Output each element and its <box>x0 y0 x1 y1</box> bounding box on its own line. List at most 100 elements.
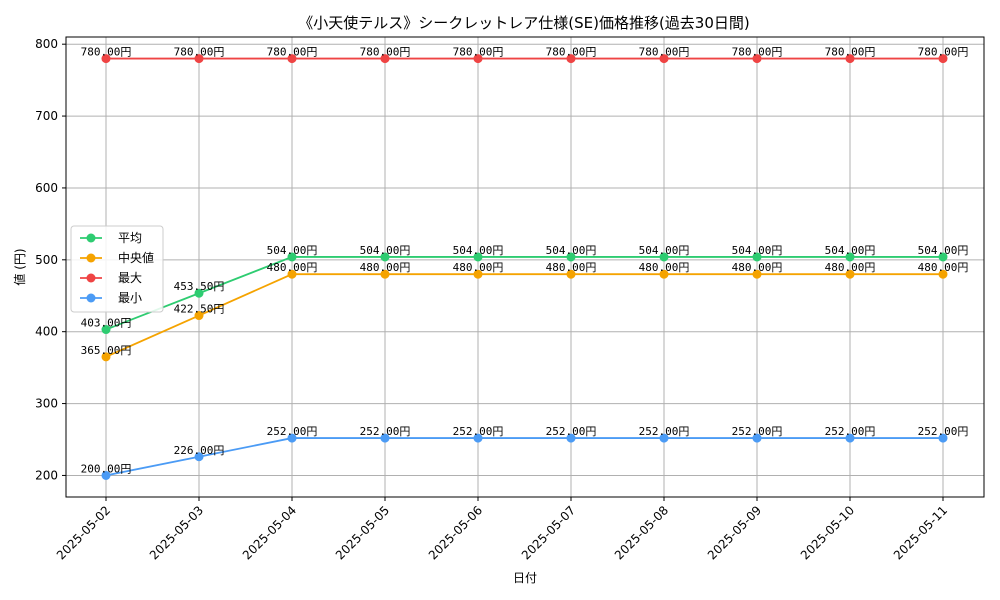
legend-frame <box>70 225 164 313</box>
series-0-point <box>752 252 762 262</box>
y-tick-label: 300 <box>35 397 58 411</box>
series-3-data-label: 252.00円 <box>267 425 318 438</box>
series-0-point <box>380 252 390 262</box>
x-tick-label: 2025-05-06 <box>426 503 485 562</box>
series-0-data-label: 504.00円 <box>918 244 969 257</box>
series-1-point <box>101 352 111 362</box>
series-2-data-label: 780.00円 <box>267 46 318 59</box>
series-1-data-label: 480.00円 <box>639 261 690 274</box>
series-3-data-label: 226.00円 <box>174 444 225 457</box>
x-tick-label: 2025-05-04 <box>240 503 299 562</box>
x-tick-label: 2025-05-09 <box>705 503 764 562</box>
series-0-line <box>105 256 943 331</box>
y-tick-label: 400 <box>35 325 58 339</box>
series-2-data-label: 780.00円 <box>360 46 411 59</box>
series-1-point <box>845 269 855 279</box>
series-2-data-label: 780.00円 <box>453 46 504 59</box>
series-0-point <box>845 252 855 262</box>
series-layer <box>101 54 948 480</box>
series-1-point <box>752 269 762 279</box>
series-0-data-label: 504.00円 <box>453 244 504 257</box>
series-2-point <box>473 54 483 64</box>
series-3-line <box>105 437 943 477</box>
series-1-data-label: 422.50円 <box>174 303 225 316</box>
series-1-data-label: 480.00円 <box>360 261 411 274</box>
series-0-data-label: 504.00円 <box>639 244 690 257</box>
series-1-point <box>659 269 669 279</box>
series-0-data-label: 504.00円 <box>360 244 411 257</box>
series-3-data-label: 252.00円 <box>453 425 504 438</box>
series-2-data-label: 780.00円 <box>918 46 969 59</box>
y-axis-label: 値 (円) <box>12 248 27 285</box>
series-3-point <box>752 433 762 443</box>
legend-swatch-marker <box>86 293 96 303</box>
series-3-data-label: 252.00円 <box>825 425 876 438</box>
series-1-point <box>287 269 297 279</box>
series-0-data-label: 403.00円 <box>81 317 132 330</box>
series-2-data-label: 780.00円 <box>732 46 783 59</box>
series-2-point <box>845 54 855 64</box>
legend-label: 平均 <box>118 231 142 245</box>
series-0-data-label: 504.00円 <box>825 244 876 257</box>
series-0-point <box>938 252 948 262</box>
series-1-data-label: 480.00円 <box>546 261 597 274</box>
legend-label: 最小 <box>118 291 142 305</box>
series-2-point <box>566 54 576 64</box>
series-0-data-label: 504.00円 <box>732 244 783 257</box>
series-1-point <box>566 269 576 279</box>
series-3-data-label: 252.00円 <box>360 425 411 438</box>
data-label-layer: 403.00円 453.50円 504.00円 504.00円 504.00円 504.0… <box>81 46 969 476</box>
y-tick-label: 200 <box>35 468 58 482</box>
series-3-point <box>287 433 297 443</box>
series-0-data-label: 504.00円 <box>546 244 597 257</box>
x-tick-label: 2025-05-08 <box>612 503 671 562</box>
series-1-data-label: 480.00円 <box>732 261 783 274</box>
series-0-point <box>101 325 111 335</box>
series-2-point <box>101 54 111 64</box>
series-3-data-label: 252.00円 <box>918 425 969 438</box>
x-tick-label: 2025-05-11 <box>891 503 950 562</box>
series-2-point <box>938 54 948 64</box>
series-3-point <box>380 433 390 443</box>
x-tick-label: 2025-05-03 <box>147 503 206 562</box>
series-0-data-label: 504.00円 <box>267 244 318 257</box>
series-2-data-label: 780.00円 <box>81 46 132 59</box>
legend-swatch-marker <box>86 273 96 283</box>
x-tick-label: 2025-05-02 <box>54 503 113 562</box>
series-3-data-label: 252.00円 <box>732 425 783 438</box>
grid-layer <box>66 37 984 497</box>
series-1-data-label: 480.00円 <box>453 261 504 274</box>
chart-title: 《小天使テルス》シークレットレア仕様(SE)価格推移(過去30日間) <box>298 14 750 32</box>
series-1-line <box>105 273 943 358</box>
series-0-point <box>473 252 483 262</box>
y-tick-label: 700 <box>35 109 58 123</box>
legend-label: 中央値 <box>118 250 154 265</box>
legend-swatch-marker <box>86 253 96 263</box>
series-2-data-label: 780.00円 <box>174 46 225 59</box>
series-1-point <box>194 311 204 321</box>
series-1-data-label: 365.00円 <box>81 344 132 357</box>
series-3-point <box>659 433 669 443</box>
x-tick-label: 2025-05-05 <box>333 503 392 562</box>
series-1-point <box>938 269 948 279</box>
series-2-data-label: 780.00円 <box>639 46 690 59</box>
y-tick-label: 800 <box>35 37 58 51</box>
series-2-point <box>194 54 204 64</box>
series-1-data-label: 480.00円 <box>918 261 969 274</box>
series-3-data-label: 200.00円 <box>81 462 132 475</box>
series-3-data-label: 252.00円 <box>639 425 690 438</box>
series-2-data-label: 780.00円 <box>825 46 876 59</box>
series-0-point <box>287 252 297 262</box>
x-tick-label: 2025-05-07 <box>519 503 578 562</box>
plot-area-frame <box>65 36 985 498</box>
legend-swatch-marker <box>86 233 96 243</box>
series-3-point <box>194 452 204 462</box>
x-axis-label: 日付 <box>513 571 537 585</box>
series-0-point <box>194 288 204 298</box>
series-1-point <box>473 269 483 279</box>
series-3-point <box>938 433 948 443</box>
series-2-point <box>380 54 390 64</box>
series-0-data-label: 453.50円 <box>174 280 225 293</box>
